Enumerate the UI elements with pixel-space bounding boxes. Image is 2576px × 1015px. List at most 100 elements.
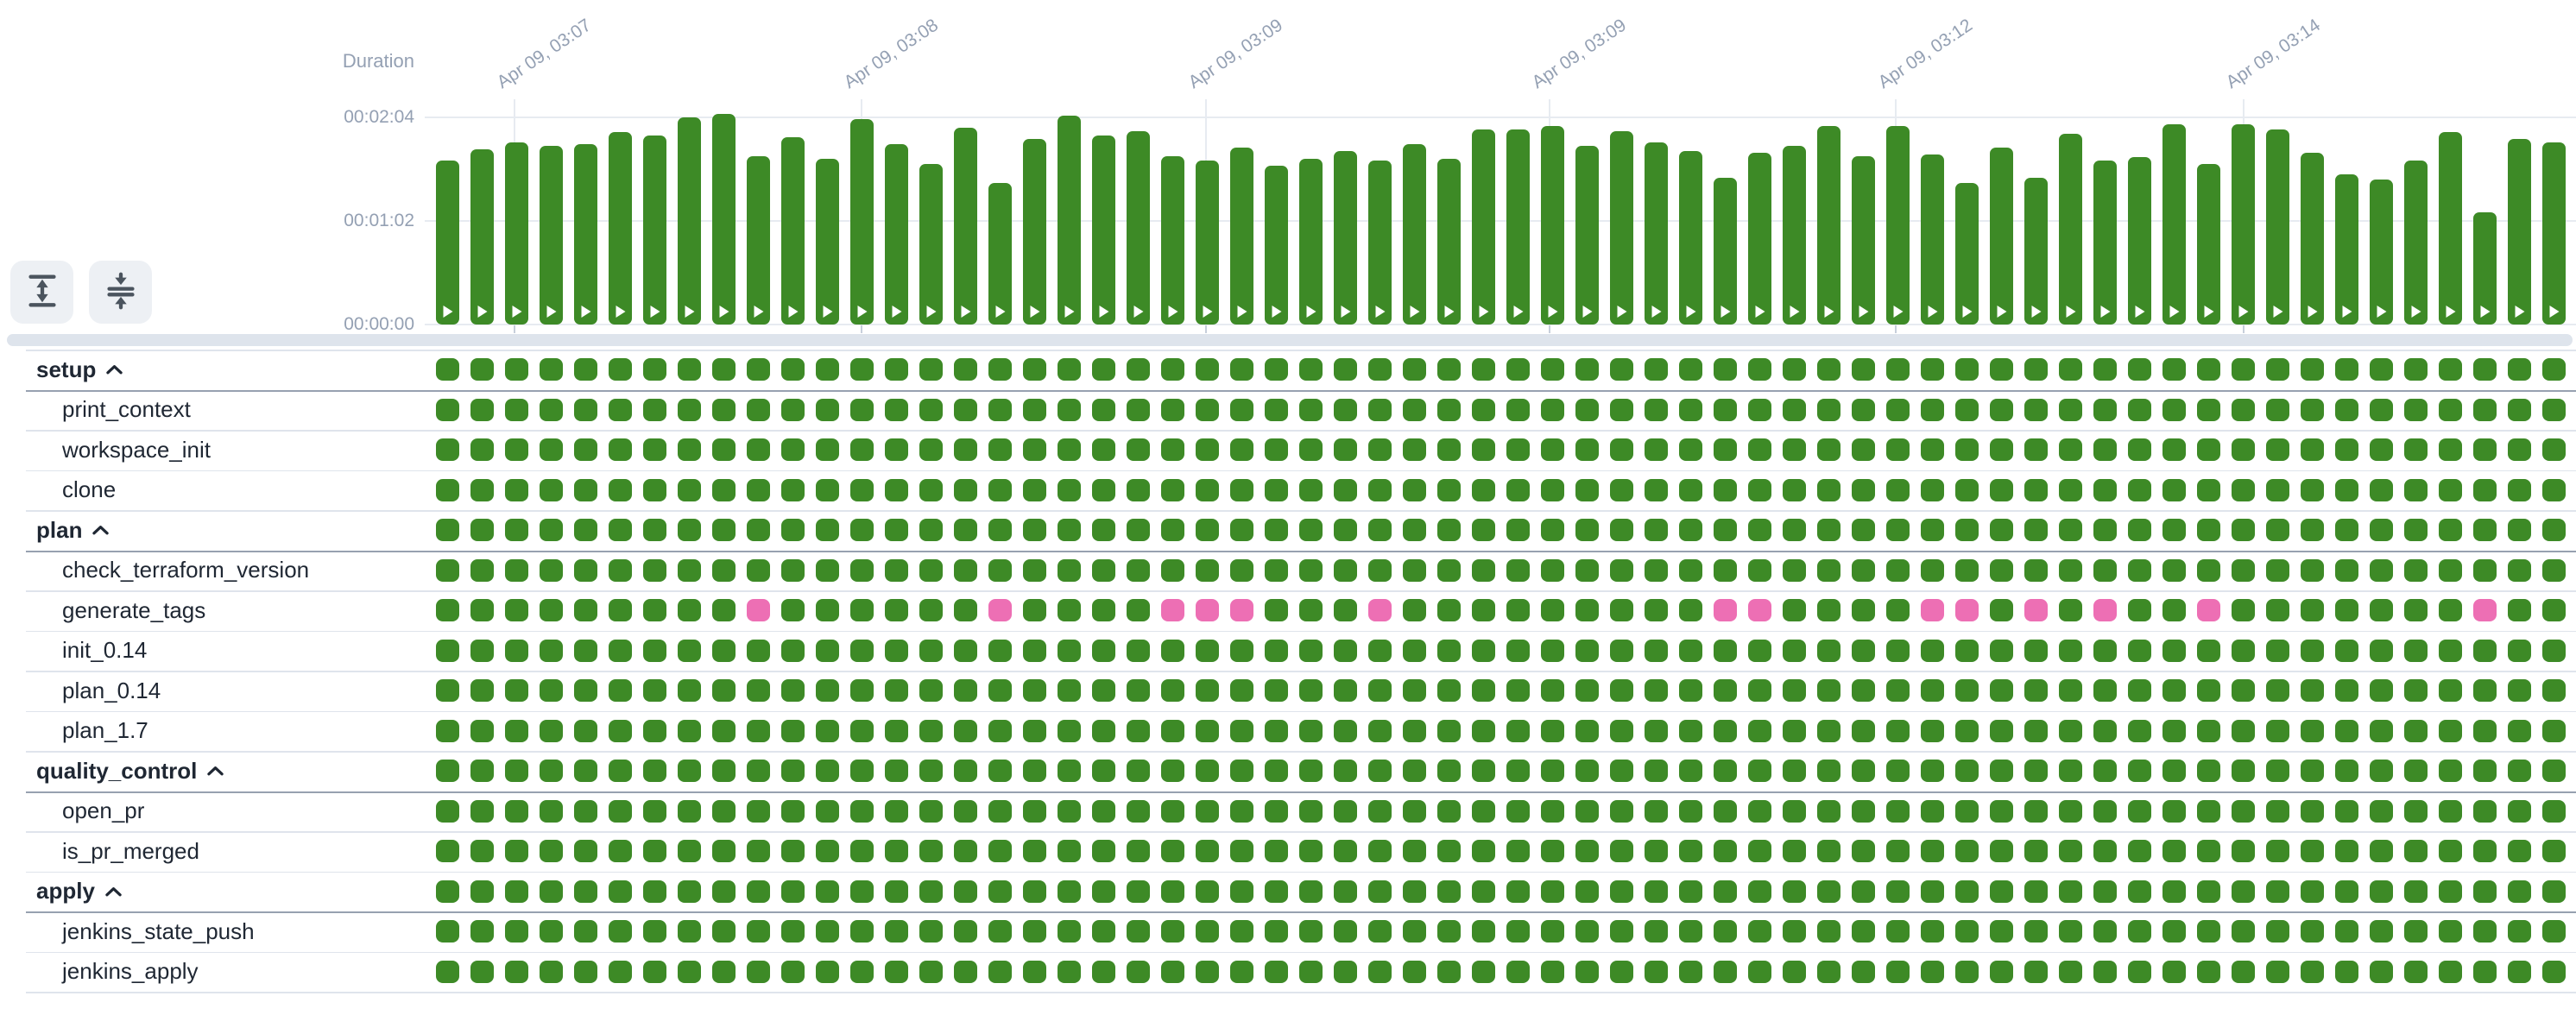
stage-cell-success[interactable] (2439, 558, 2462, 582)
stage-cell-success[interactable] (712, 398, 736, 421)
stage-cell-success[interactable] (643, 760, 666, 783)
duration-bar[interactable] (2266, 129, 2289, 325)
stage-cell-success[interactable] (505, 558, 528, 582)
stage-cell-success[interactable] (643, 960, 666, 983)
stage-cell-success[interactable] (1921, 639, 1944, 662)
stage-cell-success[interactable] (1645, 879, 1668, 903)
stage-cell-success[interactable] (954, 398, 977, 421)
stage-cell-success[interactable] (2508, 679, 2531, 703)
stage-cell-success[interactable] (1886, 960, 1910, 983)
stage-cell-success[interactable] (1645, 438, 1668, 462)
stage-cell-success[interactable] (505, 960, 528, 983)
stage-cell-success[interactable] (2301, 599, 2324, 622)
stage-cell-success[interactable] (1955, 799, 1979, 823)
stage-cell-success[interactable] (643, 558, 666, 582)
stage-cell-success[interactable] (2542, 719, 2566, 742)
stage-cell-success[interactable] (2404, 358, 2428, 381)
stage-cell-success[interactable] (2335, 398, 2358, 421)
stage-cell-success[interactable] (1265, 599, 1288, 622)
stage-cell-success[interactable] (1748, 398, 1771, 421)
stage-cell-success[interactable] (1921, 478, 1944, 501)
duration-bar[interactable] (2197, 164, 2220, 325)
stage-cell-success[interactable] (2473, 920, 2497, 943)
stage-cell-success[interactable] (2473, 398, 2497, 421)
stage-cell-success[interactable] (2473, 438, 2497, 462)
stage-cell-success[interactable] (1334, 960, 1357, 983)
stage-cell-success[interactable] (1092, 639, 1115, 662)
stage-cell-success[interactable] (1265, 760, 1288, 783)
stage-cell-success[interactable] (1506, 438, 1530, 462)
stage-cell-success[interactable] (747, 398, 770, 421)
stage-cell-success[interactable] (1714, 920, 1737, 943)
stage-cell-success[interactable] (2508, 799, 2531, 823)
stage-cell-success[interactable] (2542, 920, 2566, 943)
stage-cell-success[interactable] (885, 760, 908, 783)
stage-cell-success[interactable] (1921, 879, 1944, 903)
stage-cell-success[interactable] (505, 398, 528, 421)
stage-cell-success[interactable] (1127, 478, 1150, 501)
stage-cell-success[interactable] (1921, 960, 1944, 983)
stage-cell-success[interactable] (1161, 558, 1184, 582)
stage-cell-success[interactable] (540, 478, 563, 501)
stage-cell-success[interactable] (2059, 879, 2082, 903)
stage-cell-success[interactable] (1196, 398, 1219, 421)
stage-cell-success[interactable] (2266, 358, 2289, 381)
stage-cell-success[interactable] (1196, 519, 1219, 542)
stage-cell-success[interactable] (2335, 879, 2358, 903)
stage-cell-success[interactable] (2128, 358, 2151, 381)
stage-cell-success[interactable] (505, 840, 528, 863)
stage-cell-success[interactable] (988, 398, 1012, 421)
stage-cell-success[interactable] (678, 799, 701, 823)
stage-cell-success[interactable] (2301, 879, 2324, 903)
stage-label-plan[interactable]: plan (36, 510, 110, 551)
stage-cell-success[interactable] (1230, 398, 1253, 421)
stage-cell-success[interactable] (1817, 879, 1840, 903)
stage-cell-success[interactable] (1023, 639, 1046, 662)
stage-cell-success[interactable] (885, 558, 908, 582)
stage-cell-success[interactable] (2439, 799, 2462, 823)
stage-cell-success[interactable] (1645, 840, 1668, 863)
stage-cell-success[interactable] (2335, 358, 2358, 381)
stage-cell-success[interactable] (1437, 478, 1461, 501)
stage-cell-success[interactable] (1921, 760, 1944, 783)
stage-cell-success[interactable] (1679, 719, 1702, 742)
stage-cell-success[interactable] (2335, 679, 2358, 703)
stage-cell-success[interactable] (1472, 840, 1495, 863)
stage-cell-success[interactable] (643, 639, 666, 662)
stage-cell-success[interactable] (1817, 478, 1840, 501)
stage-cell-success[interactable] (1714, 679, 1737, 703)
stage-cell-success[interactable] (2542, 679, 2566, 703)
stage-cell-success[interactable] (2370, 558, 2393, 582)
stage-cell-success[interactable] (1748, 639, 1771, 662)
stage-cell-success[interactable] (2232, 519, 2255, 542)
stage-cell-success[interactable] (1506, 358, 1530, 381)
stage-cell-success[interactable] (1955, 519, 1979, 542)
stage-cell-success[interactable] (1645, 519, 1668, 542)
stage-cell-success[interactable] (1783, 398, 1806, 421)
stage-cell-success[interactable] (919, 920, 943, 943)
stage-cell-success[interactable] (1403, 760, 1426, 783)
stage-cell-success[interactable] (1541, 398, 1564, 421)
stage-cell-success[interactable] (1299, 438, 1323, 462)
stage-cell-success[interactable] (2024, 879, 2048, 903)
stage-cell-success[interactable] (2059, 799, 2082, 823)
stage-cell-success[interactable] (1748, 920, 1771, 943)
stage-cell-success[interactable] (2301, 639, 2324, 662)
stage-cell-success[interactable] (1817, 960, 1840, 983)
stage-cell-success[interactable] (1610, 599, 1633, 622)
stage-cell-success[interactable] (2232, 920, 2255, 943)
stage-cell-success[interactable] (436, 558, 459, 582)
stage-cell-success[interactable] (1334, 438, 1357, 462)
stage-cell-success[interactable] (2404, 478, 2428, 501)
stage-cell-success[interactable] (1886, 398, 1910, 421)
stage-cell-success[interactable] (1575, 519, 1599, 542)
stage-cell-success[interactable] (1299, 920, 1323, 943)
stage-cell-success[interactable] (1437, 799, 1461, 823)
stage-cell-success[interactable] (1886, 920, 1910, 943)
stage-cell-success[interactable] (2404, 760, 2428, 783)
stage-cell-success[interactable] (1368, 438, 1392, 462)
stage-cell-success[interactable] (609, 478, 632, 501)
stage-cell-success[interactable] (2059, 438, 2082, 462)
stage-cell-success[interactable] (1679, 879, 1702, 903)
stage-cell-success[interactable] (747, 519, 770, 542)
